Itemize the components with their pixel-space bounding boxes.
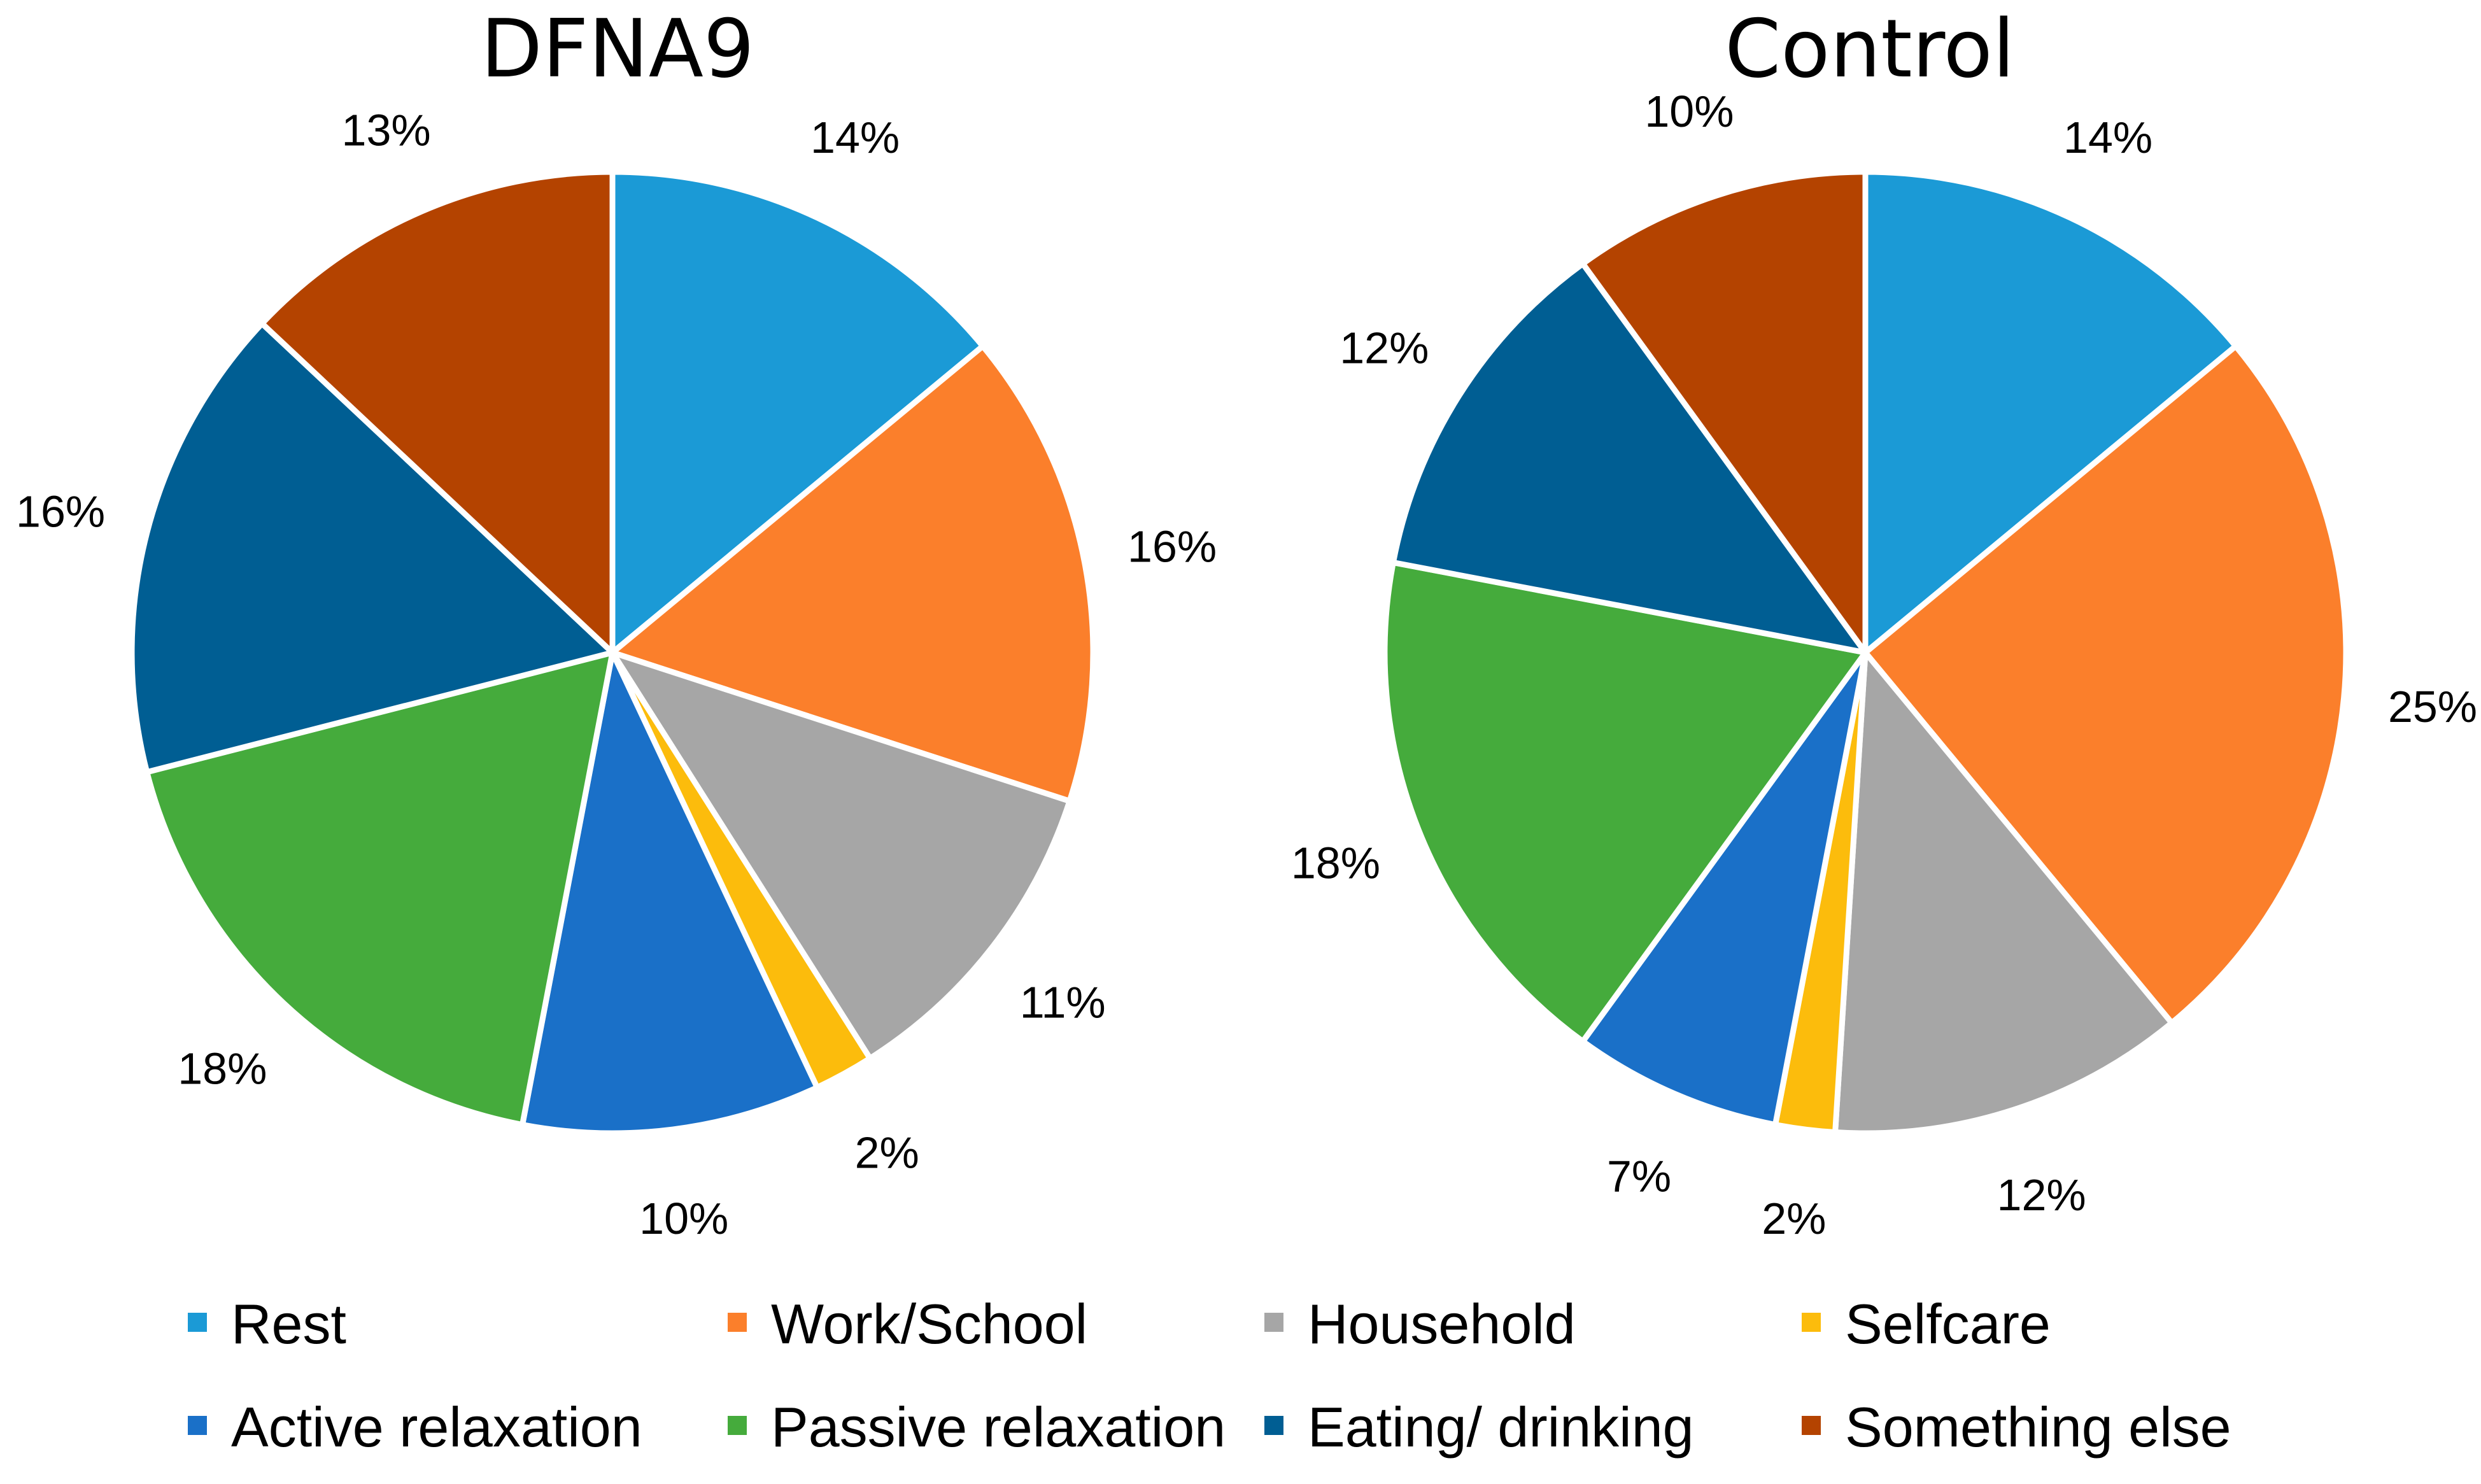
legend-item-active-relaxation: Active relaxation [188, 1396, 642, 1459]
chart-title-control: Control [1725, 2, 2014, 95]
pie-slice-control-active-relaxation [1580, 649, 1869, 1128]
data-label-control-selfcare: 2% [1762, 1194, 1826, 1243]
legend-label-active-relaxation: Active relaxation [231, 1396, 642, 1459]
legend: Rest Work/School Household Selfcare Active r… [188, 1292, 2231, 1459]
pie-chart-dfna9: 14% 16% 11% 2% 10% 18% 16% 13% [16, 106, 1217, 1243]
legend-item-work-school: Work/School [728, 1292, 1087, 1355]
pie-slice-control-household [1832, 649, 2175, 1136]
pie-slice-control-work-school [1862, 343, 2349, 1026]
legend-swatch-active-relaxation [188, 1416, 207, 1435]
data-label-dfna9-rest: 14% [810, 113, 900, 162]
legend-swatch-something-else [1802, 1416, 1821, 1435]
legend-item-passive-relaxation: Passive relaxation [728, 1396, 1226, 1459]
pie-slice-dfna9-passive-relaxation [144, 649, 616, 1128]
pie-slice-dfna9-rest [609, 169, 986, 656]
pie-slice-control-something-else [1580, 169, 1869, 656]
legend-swatch-eating-drinking [1264, 1416, 1283, 1435]
legend-swatch-work-school [728, 1313, 747, 1332]
legend-item-selfcare: Selfcare [1802, 1292, 2051, 1355]
pie-slice-dfna9-something-else [259, 169, 616, 656]
pie-slice-control-passive-relaxation [1382, 560, 1869, 1045]
legend-swatch-selfcare [1802, 1313, 1821, 1332]
legend-label-household: Household [1308, 1292, 1576, 1355]
legend-item-rest: Rest [188, 1292, 346, 1355]
legend-swatch-rest [188, 1313, 207, 1332]
legend-label-rest: Rest [231, 1292, 346, 1355]
pie-slice-dfna9-work-school [609, 343, 1096, 804]
pie-slice-dfna9-eating-drinking [129, 320, 616, 775]
data-label-dfna9-active-relaxation: 10% [639, 1194, 728, 1243]
data-label-dfna9-selfcare: 2% [855, 1127, 919, 1177]
pie-slice-control-eating-drinking [1390, 260, 1869, 656]
pie-chart-control: 14% 25% 12% 2% 7% 18% 12% 10% [1291, 87, 2477, 1243]
pie-slice-control-rest [1862, 169, 2239, 656]
data-label-dfna9-household: 11% [1020, 978, 1106, 1028]
chart-title-dfna9: DFNA9 [481, 2, 754, 95]
data-label-dfna9-work-school: 16% [1127, 521, 1217, 571]
data-label-control-eating-drinking: 12% [1339, 323, 1429, 372]
data-label-control-rest: 14% [2063, 113, 2152, 162]
data-label-dfna9-eating-drinking: 16% [16, 486, 105, 536]
legend-swatch-household [1264, 1313, 1283, 1332]
legend-label-something-else: Something else [1845, 1396, 2231, 1459]
data-label-dfna9-passive-relaxation: 18% [178, 1043, 267, 1093]
legend-item-something-else: Something else [1802, 1396, 2231, 1459]
legend-item-eating-drinking: Eating/ drinking [1264, 1396, 1694, 1459]
legend-label-eating-drinking: Eating/ drinking [1308, 1396, 1694, 1459]
legend-item-household: Household [1264, 1292, 1576, 1355]
data-label-control-active-relaxation: 7% [1607, 1151, 1671, 1201]
pie-slice-dfna9-active-relaxation [520, 649, 820, 1136]
legend-swatch-passive-relaxation [728, 1416, 747, 1435]
data-label-control-passive-relaxation: 18% [1291, 838, 1380, 888]
data-label-control-household: 12% [1997, 1170, 2086, 1220]
legend-label-passive-relaxation: Passive relaxation [771, 1396, 1226, 1459]
data-label-control-work-school: 25% [2388, 682, 2477, 731]
pie-slice-dfna9-household [609, 649, 1073, 1061]
data-label-dfna9-something-else: 13% [342, 106, 431, 155]
data-label-control-something-else: 10% [1644, 87, 1734, 136]
legend-label-work-school: Work/School [771, 1292, 1087, 1355]
legend-label-selfcare: Selfcare [1845, 1292, 2051, 1355]
